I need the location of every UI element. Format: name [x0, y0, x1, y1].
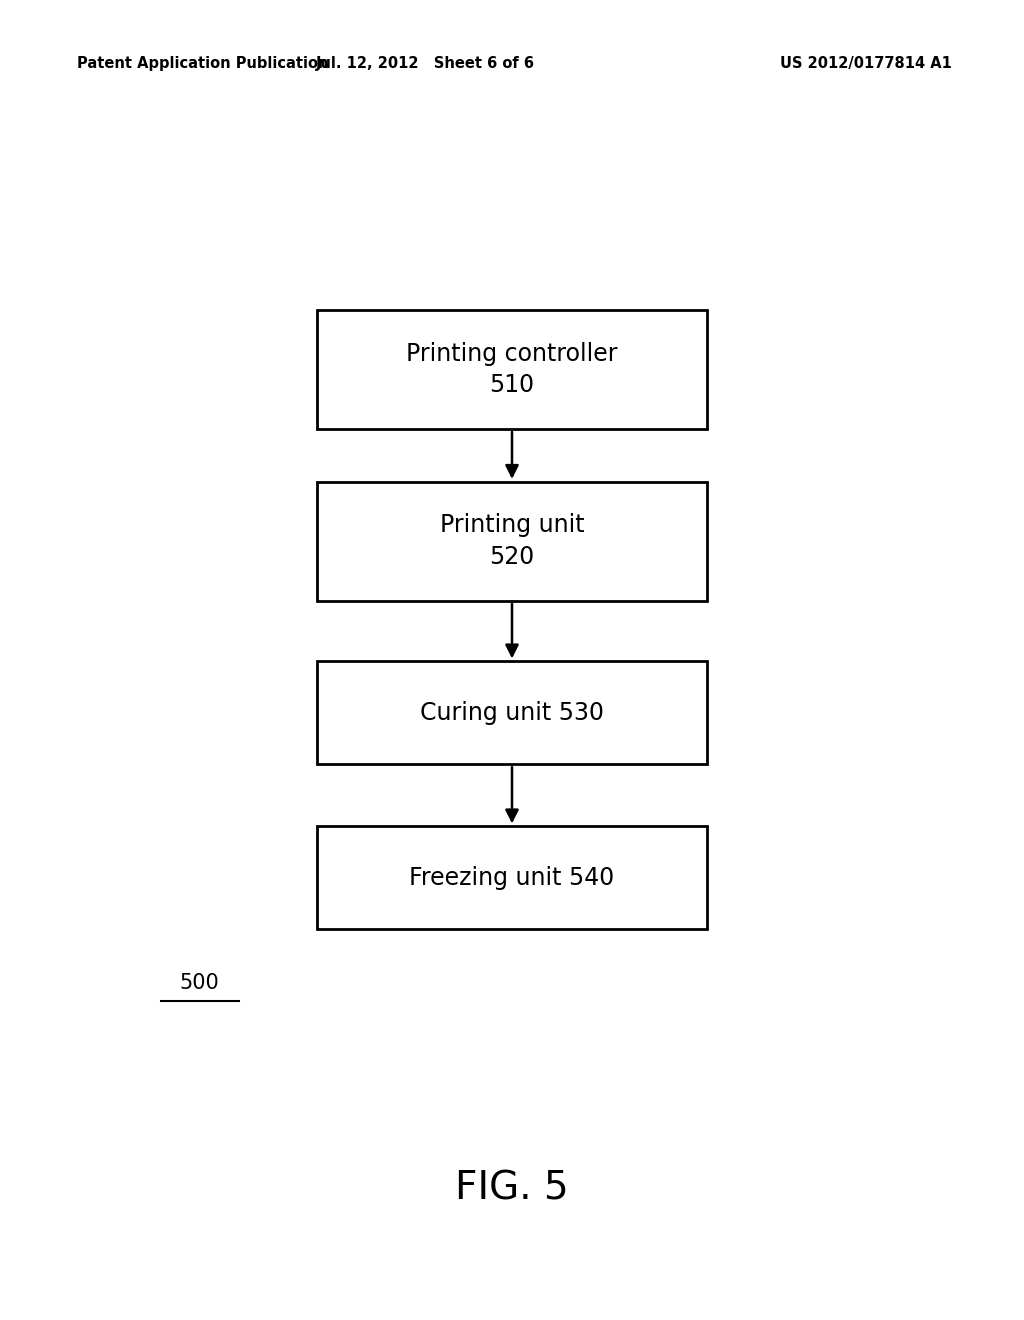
Text: Curing unit 530: Curing unit 530 — [420, 701, 604, 725]
Text: FIG. 5: FIG. 5 — [456, 1170, 568, 1206]
Text: Freezing unit 540: Freezing unit 540 — [410, 866, 614, 890]
Text: Patent Application Publication: Patent Application Publication — [77, 55, 329, 71]
Text: US 2012/0177814 A1: US 2012/0177814 A1 — [780, 55, 952, 71]
Text: Printing unit
520: Printing unit 520 — [439, 513, 585, 569]
Text: Printing controller
510: Printing controller 510 — [407, 342, 617, 397]
Bar — [317, 482, 707, 601]
Bar — [317, 310, 707, 429]
Bar — [317, 826, 707, 929]
Text: 500: 500 — [180, 973, 219, 994]
Text: Jul. 12, 2012   Sheet 6 of 6: Jul. 12, 2012 Sheet 6 of 6 — [315, 55, 535, 71]
Bar — [317, 661, 707, 764]
